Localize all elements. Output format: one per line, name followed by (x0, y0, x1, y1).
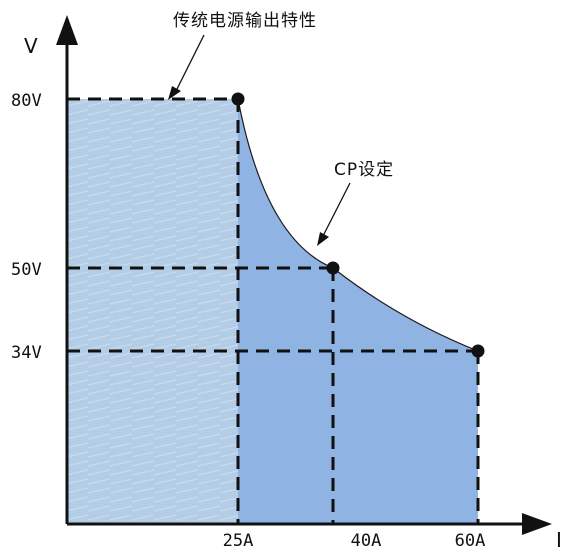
v-axis-label: V (24, 34, 38, 58)
cp-region (238, 99, 478, 524)
x-tick-25a: 25A (223, 531, 254, 549)
cp-pointer (322, 182, 351, 237)
point-50v-40a (326, 261, 340, 275)
traditional-pointer-head (168, 86, 181, 100)
traditional-label: 传统电源输出特性 (173, 11, 317, 31)
cp-pointer-head (317, 232, 329, 246)
traditional-region (67, 99, 238, 524)
y-tick-80v: 80V (11, 91, 42, 111)
x-tick-40a: 40A (351, 531, 382, 549)
i-axis-label: I (556, 528, 562, 549)
x-axis-arrow (522, 513, 552, 535)
point-34v-60a (471, 344, 485, 358)
y-axis-arrow (56, 15, 78, 45)
y-tick-34v: 34V (11, 343, 42, 363)
point-80v-25a (231, 92, 245, 106)
cp-label: CP设定 (334, 160, 394, 180)
x-tick-60a: 60A (455, 531, 486, 549)
traditional-pointer (175, 34, 205, 92)
y-tick-50v: 50V (11, 260, 42, 280)
